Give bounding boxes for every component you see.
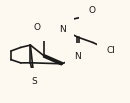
Text: N: N [74,52,81,61]
Text: Cl: Cl [106,46,115,56]
Text: O: O [89,6,96,15]
Text: N: N [59,25,65,34]
Text: S: S [31,77,37,86]
Text: O: O [34,23,41,32]
